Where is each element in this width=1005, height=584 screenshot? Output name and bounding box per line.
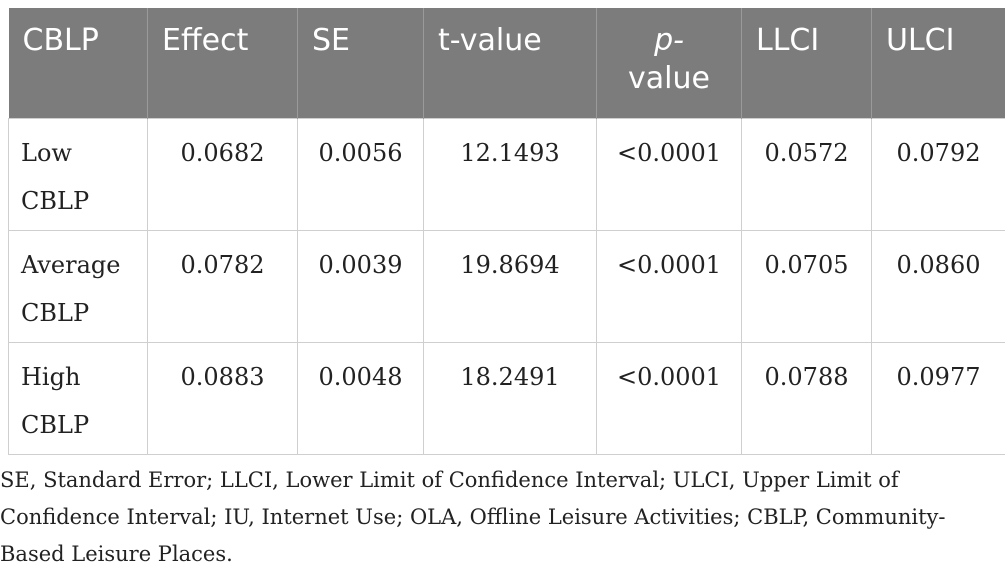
cell-se: 0.0048 bbox=[297, 341, 424, 455]
cell-ulci: 0.0792 bbox=[871, 117, 1005, 231]
table-row: Low CBLP 0.0682 0.0056 12.1493 <0.0001 0.… bbox=[8, 117, 1005, 231]
header-ulci: ULCI bbox=[871, 8, 1005, 118]
cell-effect: 0.0682 bbox=[147, 117, 298, 231]
table-footnote: SE, Standard Error; LLCI, Lower Limit of… bbox=[0, 462, 960, 573]
table-row: Average CBLP 0.0782 0.0039 19.8694 <0.000… bbox=[8, 229, 1005, 343]
cell-llci: 0.0705 bbox=[741, 229, 872, 343]
table-row: High CBLP 0.0883 0.0048 18.2491 <0.0001 0… bbox=[8, 341, 1005, 455]
header-se: SE bbox=[297, 8, 424, 118]
header-row: CBLP Effect SE t-value p-value LLCI ULCI bbox=[8, 8, 1005, 118]
cell-ulci: 0.0977 bbox=[871, 341, 1005, 455]
row-label-line1: High bbox=[21, 362, 81, 391]
header-p-value-italic: p- bbox=[654, 23, 684, 58]
cell-t-value: 12.1493 bbox=[423, 117, 597, 231]
cell-p-value: <0.0001 bbox=[596, 117, 742, 231]
footnote-line2: Confidence Interval; IU, Internet Use; O… bbox=[0, 505, 946, 529]
results-table-container: CBLP Effect SE t-value p-value LLCI ULCI… bbox=[8, 8, 1005, 455]
footnote-line3: Based Leisure Places. bbox=[0, 542, 233, 566]
header-t-value: t-value bbox=[423, 8, 597, 118]
row-label: Low CBLP bbox=[8, 117, 148, 231]
row-label-line1: Average bbox=[21, 250, 121, 279]
header-llci: LLCI bbox=[741, 8, 872, 118]
results-table: CBLP Effect SE t-value p-value LLCI ULCI… bbox=[8, 8, 1005, 455]
row-label-line2: CBLP bbox=[21, 298, 90, 327]
header-p-value: p-value bbox=[596, 8, 742, 118]
header-p-value-rest: value bbox=[628, 61, 710, 96]
row-label: High CBLP bbox=[8, 341, 148, 455]
cell-t-value: 18.2491 bbox=[423, 341, 597, 455]
cell-llci: 0.0788 bbox=[741, 341, 872, 455]
cell-se: 0.0039 bbox=[297, 229, 424, 343]
cell-se: 0.0056 bbox=[297, 117, 424, 231]
row-label-line2: CBLP bbox=[21, 186, 90, 215]
row-label: Average CBLP bbox=[8, 229, 148, 343]
cell-effect: 0.0883 bbox=[147, 341, 298, 455]
header-effect: Effect bbox=[147, 8, 298, 118]
cell-llci: 0.0572 bbox=[741, 117, 872, 231]
row-label-line2: CBLP bbox=[21, 410, 90, 439]
cell-p-value: <0.0001 bbox=[596, 229, 742, 343]
cell-t-value: 19.8694 bbox=[423, 229, 597, 343]
header-cblp: CBLP bbox=[8, 8, 148, 118]
footnote-line1: SE, Standard Error; LLCI, Lower Limit of… bbox=[0, 468, 899, 492]
cell-ulci: 0.0860 bbox=[871, 229, 1005, 343]
cell-effect: 0.0782 bbox=[147, 229, 298, 343]
cell-p-value: <0.0001 bbox=[596, 341, 742, 455]
row-label-line1: Low bbox=[21, 138, 72, 167]
